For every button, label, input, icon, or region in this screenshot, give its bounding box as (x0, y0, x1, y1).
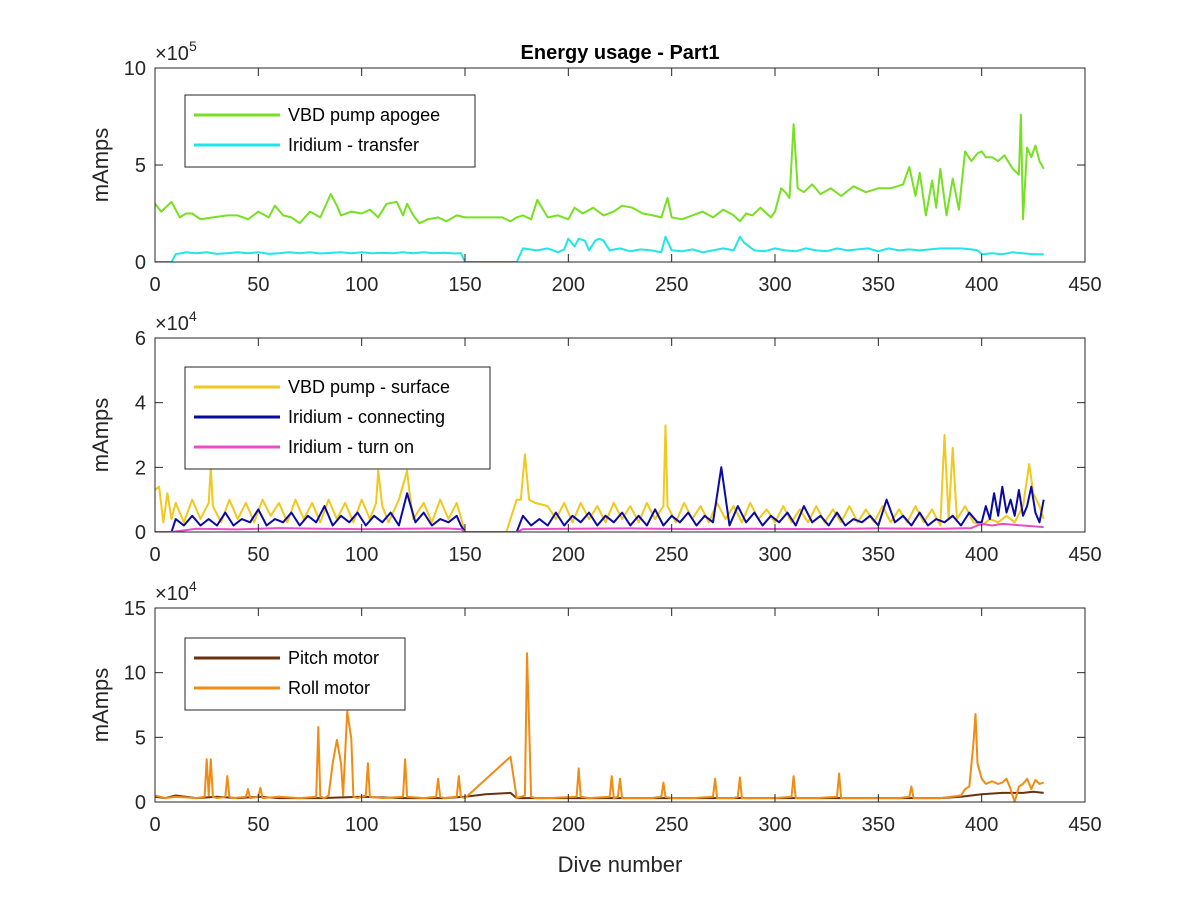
y-exponent-label: ×104 (155, 308, 197, 335)
y-tick-label: 5 (135, 155, 146, 177)
series-line-roll-motor (155, 652, 1044, 802)
y-axis-label: mAmps (88, 668, 113, 743)
y-tick-label: 5 (135, 727, 146, 749)
y-exponent-label: ×105 (155, 38, 197, 65)
legend-box (184, 94, 476, 168)
legend-entry: Roll motor (288, 678, 370, 698)
x-tick-label: 200 (552, 544, 585, 566)
y-tick-label: 0 (135, 522, 146, 544)
legend: VBD pump - surface Iridium - connecting Ir… (184, 366, 491, 470)
legend-entry: VBD pump apogee (288, 105, 440, 125)
x-tick-label: 200 (552, 274, 585, 296)
legend-entry: Iridium - connecting (288, 407, 445, 427)
y-tick-label: 15 (124, 598, 146, 620)
axes-box (154, 607, 1086, 803)
x-tick-label: 150 (448, 814, 481, 836)
y-tick-label: 6 (135, 328, 146, 350)
series-group (155, 113, 1045, 262)
x-tick-label: 50 (247, 544, 269, 566)
x-tick-label: 0 (149, 814, 160, 836)
chart-title: Energy usage - Part1 (521, 42, 720, 64)
x-tick-label: 250 (655, 814, 688, 836)
x-tick-label: 350 (862, 544, 895, 566)
y-exponent-label: ×104 (155, 578, 197, 605)
x-tick-label: 300 (758, 814, 791, 836)
y-axis-label: mAmps (88, 398, 113, 473)
x-tick-label: 100 (345, 274, 378, 296)
x-tick-label: 100 (345, 814, 378, 836)
legend-entry: VBD pump - surface (288, 377, 450, 397)
y-tick-label: 0 (135, 252, 146, 274)
legend: VBD pump apogee Iridium - transfer (184, 94, 476, 168)
x-tick-label: 350 (862, 274, 895, 296)
x-tick-label: 400 (965, 274, 998, 296)
legend-box (184, 637, 406, 711)
x-tick-label: 300 (758, 274, 791, 296)
x-tick-label: 300 (758, 544, 791, 566)
x-tick-label: 250 (655, 544, 688, 566)
series-line-iridium-transfer (155, 235, 1044, 262)
x-tick-label: 200 (552, 814, 585, 836)
x-tick-label: 50 (247, 814, 269, 836)
legend: Pitch motor Roll motor (184, 637, 406, 711)
x-tick-label: 100 (345, 544, 378, 566)
series-line-iridium-connecting (155, 466, 1045, 532)
series-group (155, 652, 1044, 802)
x-tick-label: 400 (965, 544, 998, 566)
legend-entry: Iridium - transfer (288, 135, 419, 155)
y-tick-label: 10 (124, 663, 146, 685)
x-tick-label: 0 (149, 274, 160, 296)
x-tick-label: 250 (655, 274, 688, 296)
chart-panel-3: 0 50 100 150 200 250 300 350 400 450 0 5 10 15 ×104 mAm… (88, 578, 1102, 877)
series-line-vbd-pump-surface (155, 424, 1045, 532)
series-line-vbd-pump-apogee (155, 113, 1045, 225)
x-tick-label: 150 (448, 544, 481, 566)
x-tick-label: 450 (1068, 274, 1101, 296)
legend-entry: Iridium - turn on (288, 437, 414, 457)
y-axis-label: mAmps (88, 128, 113, 203)
x-tick-label: 450 (1068, 814, 1101, 836)
x-tick-label: 0 (149, 544, 160, 566)
y-tick-label: 0 (135, 792, 146, 814)
x-tick-label: 50 (247, 274, 269, 296)
x-tick-label: 150 (448, 274, 481, 296)
chart-panel-2: 0 50 100 150 200 250 300 350 400 450 0 2 4 6 ×104 mAmps… (88, 308, 1102, 566)
y-tick-label: 2 (135, 457, 146, 479)
y-tick-label: 10 (124, 58, 146, 80)
chart-panel-1: 0 50 100 150 200 250 300 350 400 450 0 5 10 ×105 mAmps… (88, 38, 1102, 296)
axes-box (154, 337, 1086, 533)
legend-entry: Pitch motor (288, 648, 379, 668)
x-tick-label: 350 (862, 814, 895, 836)
x-tick-label: 450 (1068, 544, 1101, 566)
y-tick-label: 4 (135, 393, 146, 415)
x-axis-label: Dive number (558, 852, 683, 877)
x-tick-label: 400 (965, 814, 998, 836)
